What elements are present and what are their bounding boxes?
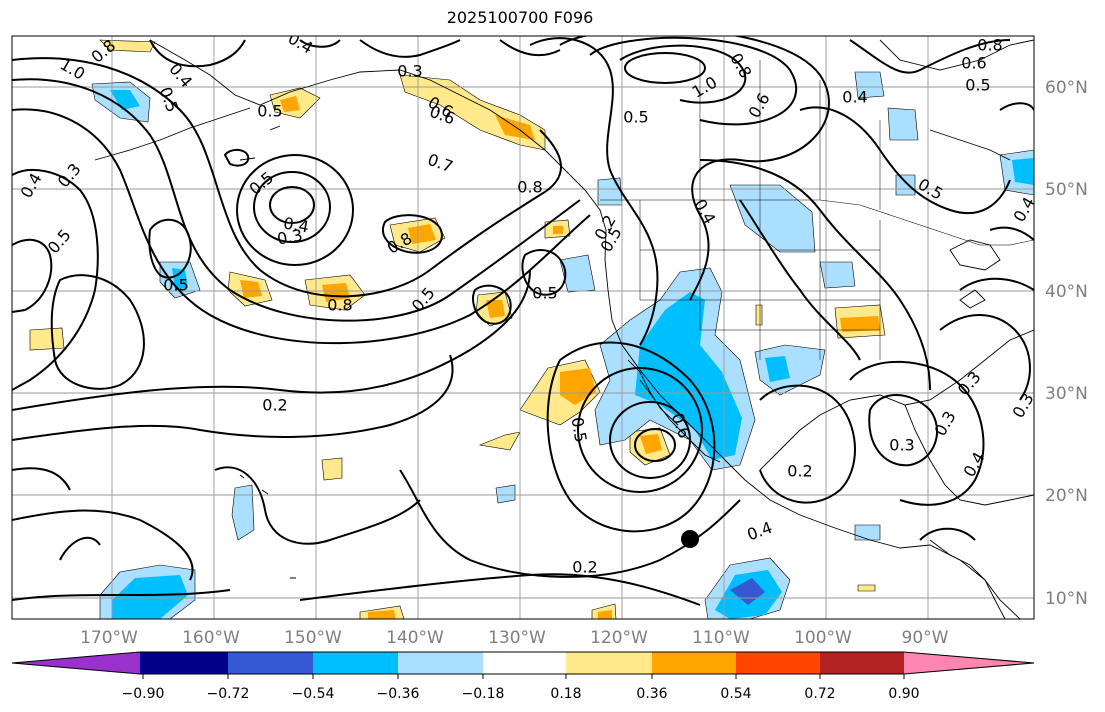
colorbar-tick-label: −0.90 [122,686,165,702]
contour-label: 0.5 [163,276,188,295]
contour-label: 0.3 [889,436,914,455]
longitude-tick-label: 100°W [794,628,852,648]
longitude-tick-label: 110°W [692,628,750,648]
longitude-tick-label: 120°W [590,628,648,648]
colorbar-segment [398,652,483,674]
longitude-tick-label: 150°W [284,628,342,648]
colorbar-segment [652,652,736,674]
longitude-labels: 170°W 160°W 150°W 140°W 130°W 120°W 110°W 100°W… [80,628,949,648]
contour-label: 0.2 [787,462,812,481]
graticule [12,36,1034,619]
contour-label: 0.5 [532,284,557,303]
latitude-tick-label: 50°N [1045,180,1088,200]
colorbar-tick-label: −0.36 [377,686,420,702]
map-panel: 0.81.00.40.30.60.50.30.40.50.70.80.80.50… [12,36,1034,619]
longitude-tick-label: 170°W [80,628,138,648]
longitude-tick-label: 90°W [902,628,949,648]
contour-label: 0.8 [327,296,352,315]
map-title: 2025100700 F096 [446,8,594,27]
colorbar-segment [566,652,652,674]
colorbar-tick-label: −0.72 [207,686,250,702]
contour-label: 0.2 [572,558,597,577]
contour-label: 0.6 [961,54,986,73]
latitude-labels: 60°N 50°N 40°N 30°N 20°N 10°N [1045,78,1088,609]
colorbar-tick-label: 0.72 [804,686,835,702]
map-frame [11,35,1035,620]
colorbar-tick-label: −0.54 [292,686,335,702]
contour-label: 0.2 [262,396,287,415]
latitude-tick-label: 60°N [1045,78,1088,98]
latitude-tick-label: 30°N [1045,384,1088,404]
colorbar-tick-label: −0.18 [462,686,505,702]
latitude-tick-label: 10°N [1045,589,1088,609]
colorbar-tick-label: 0.18 [550,686,581,702]
storm-center-marker [681,530,699,548]
contours [12,36,1034,606]
longitude-tick-label: 130°W [488,628,546,648]
contour-label: 0.8 [977,36,1002,55]
longitude-tick-label: 160°W [182,628,240,648]
longitude-tick-label: 140°W [386,628,444,648]
colorbar: −0.90 −0.72 −0.54 −0.36 −0.18 0.18 0.36 0.54 0.7… [11,651,1035,702]
colorbar-extend-max [904,652,1034,674]
contour-label: 0.5 [567,416,590,444]
contour-label: 0.5 [965,76,990,95]
contour-label: 0.3 [276,225,304,248]
colorbar-segment [143,652,228,674]
contour-label: 0.8 [517,178,542,197]
contour-label: 0.4 [282,213,310,236]
colorbar-segment [228,652,313,674]
contour-label: 0.5 [623,108,648,127]
colorbar-segment [736,652,820,674]
contour-label: 0.3 [397,62,422,81]
contour-label: 0.5 [257,102,282,121]
colorbar-tick-label: 0.54 [720,686,751,702]
colorbar-segment [483,652,566,674]
anomaly-shading [29,39,1034,619]
contour-label: 0.4 [842,88,867,107]
latitude-tick-label: 40°N [1045,282,1088,302]
colorbar-tick-label: 0.36 [636,686,667,702]
latitude-tick-label: 20°N [1045,486,1088,506]
colorbar-extend-min [12,652,140,674]
colorbar-segment [820,652,904,674]
colorbar-tick-label: 0.90 [888,686,919,702]
colorbar-segment [313,652,398,674]
